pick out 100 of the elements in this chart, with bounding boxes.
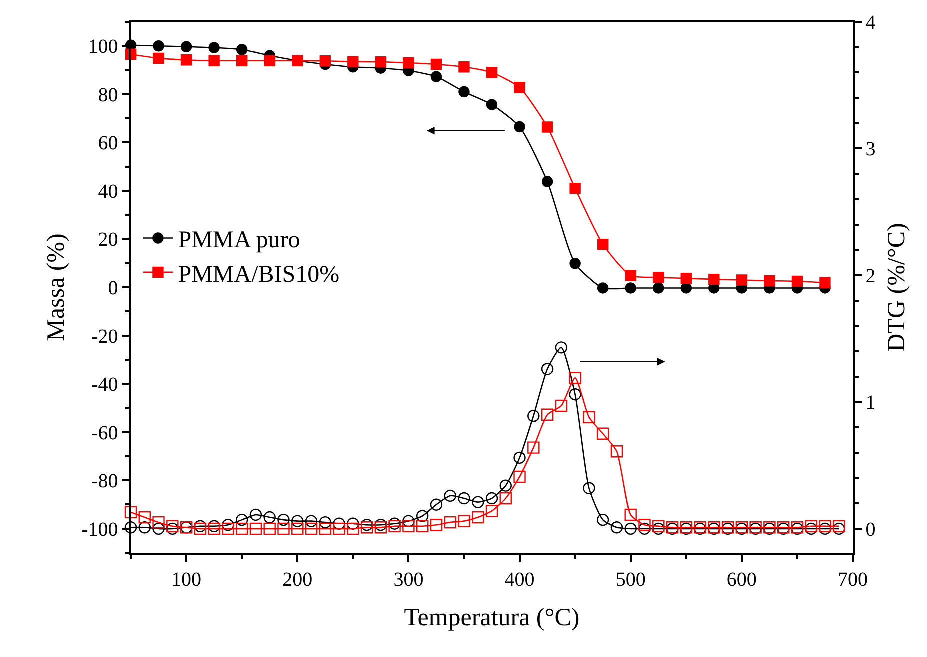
point [333, 522, 346, 536]
point [374, 519, 388, 532]
point [528, 442, 540, 454]
x-tick-label: 700 [838, 568, 868, 591]
point [236, 55, 248, 66]
point [708, 274, 720, 286]
y2-tick-label: 3 [866, 138, 876, 161]
point [319, 516, 332, 529]
point [124, 522, 138, 534]
point [486, 492, 498, 505]
y-tick-label: -60 [92, 422, 118, 444]
point [124, 506, 138, 519]
point [625, 282, 636, 294]
point [402, 520, 415, 532]
point [264, 55, 276, 66]
point [833, 520, 846, 532]
point [652, 522, 665, 536]
point [680, 272, 692, 284]
point [333, 518, 346, 530]
point [570, 258, 581, 270]
x-tick-label: 600 [726, 568, 757, 591]
point [430, 498, 443, 511]
point [542, 122, 554, 133]
point [638, 519, 651, 532]
point [569, 372, 582, 384]
point [236, 44, 248, 56]
y-tick-label: 100 [88, 36, 118, 58]
point [625, 270, 636, 282]
point [624, 508, 637, 522]
y-axis-title: Massa (%) [42, 234, 70, 342]
point [152, 516, 165, 529]
x-tick-label: 200 [282, 568, 313, 591]
point [222, 519, 234, 532]
point [833, 522, 846, 536]
point [514, 121, 526, 133]
point [805, 520, 818, 532]
x-axis-title: Temperatura (°C) [404, 604, 580, 632]
point [764, 275, 776, 287]
point [736, 274, 748, 286]
y-tick-label: -80 [92, 470, 118, 493]
x-tick-label: 100 [172, 568, 202, 591]
point [222, 522, 234, 536]
point [458, 515, 470, 528]
point [597, 238, 609, 250]
y2-tick-label: 4 [866, 12, 876, 34]
point [486, 67, 498, 78]
point [348, 56, 359, 68]
point [486, 99, 498, 110]
y2-tick-label: 2 [866, 265, 876, 288]
point [305, 515, 318, 528]
point [180, 41, 192, 52]
point [500, 492, 512, 505]
point [596, 428, 610, 440]
point [278, 522, 290, 536]
point [153, 52, 164, 64]
point [166, 520, 179, 532]
point [792, 276, 804, 288]
point [458, 492, 470, 505]
point [500, 480, 512, 492]
point [250, 508, 262, 522]
y2-tick-label: 1 [866, 392, 876, 414]
point [597, 282, 609, 294]
point [347, 518, 360, 530]
point [236, 514, 248, 526]
point [208, 42, 220, 54]
point [166, 522, 179, 536]
point [347, 522, 360, 536]
point [569, 388, 582, 401]
point [528, 410, 540, 422]
point [250, 522, 262, 536]
point [610, 446, 624, 458]
point [610, 522, 624, 534]
y-tick-label: 40 [98, 180, 118, 203]
point [402, 515, 415, 528]
point [319, 522, 332, 536]
y-tick-label: -100 [82, 518, 118, 541]
point [820, 277, 831, 289]
point [360, 522, 374, 534]
point [541, 408, 554, 421]
y2-tick-label: 0 [866, 518, 876, 541]
point [570, 182, 581, 194]
y2-axis-title: DTG (%/°C) [883, 223, 910, 352]
point [430, 519, 443, 532]
point [458, 86, 470, 98]
point [583, 411, 596, 424]
point [652, 520, 665, 532]
point [208, 55, 220, 66]
legend-label: PMMA puro [178, 228, 300, 254]
point [236, 522, 248, 536]
point [472, 511, 484, 524]
point [416, 520, 429, 532]
point [638, 522, 651, 536]
point [292, 515, 304, 528]
point [514, 452, 526, 464]
y-tick-label: 80 [98, 84, 118, 106]
y-tick-label: 60 [98, 132, 118, 155]
point [624, 522, 637, 536]
point [416, 510, 429, 522]
point [153, 40, 164, 52]
y-tick-label: 20 [98, 229, 118, 252]
